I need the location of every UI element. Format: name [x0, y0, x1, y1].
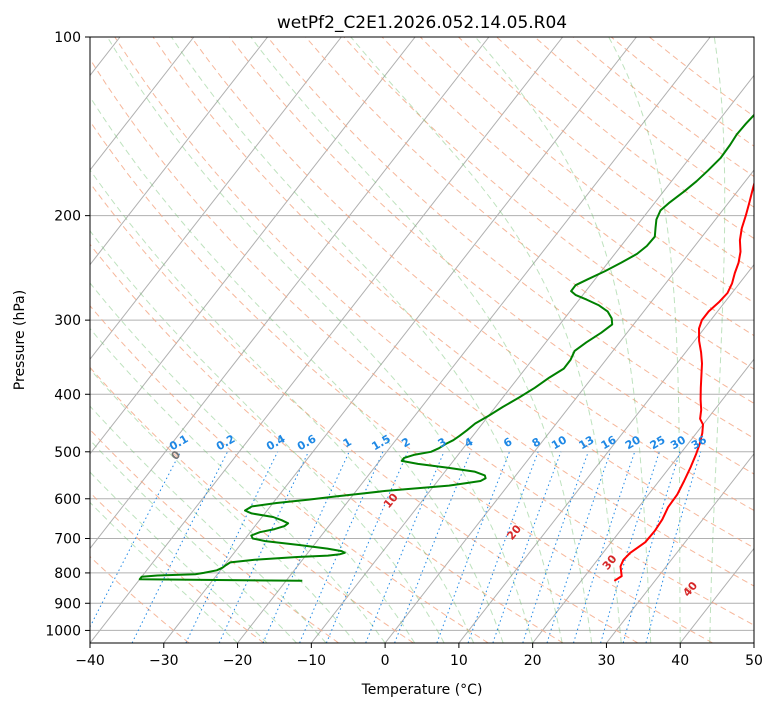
isotherm-line	[384, 169, 754, 643]
y-tick-label: 800	[54, 566, 81, 582]
mixing-ratio-line	[600, 451, 660, 643]
mixing-ratio-line	[522, 451, 589, 643]
x-axis-title: Temperature (°C)	[361, 682, 483, 698]
dry-adiabat-line	[90, 243, 564, 643]
y-ticks: 100 200 300 400 500 600 700 800 900 1000	[45, 30, 90, 639]
y-tick-label: 100	[54, 30, 81, 46]
mixing-ratio-line	[573, 451, 636, 643]
mixing-ratio-line	[546, 451, 611, 643]
moist-adiabat-line	[608, 37, 681, 643]
moist-adiabat-line	[90, 169, 475, 643]
temperature-profile-line	[613, 180, 754, 582]
isotherm-line	[532, 358, 754, 643]
isotherm-line	[90, 37, 342, 361]
isotherm-line	[90, 37, 490, 550]
reference-lines-layer	[90, 37, 754, 643]
grid-layer	[90, 37, 754, 643]
mixing-ratio-line	[185, 451, 279, 643]
mixing-ratio-line	[436, 451, 510, 643]
moist-adiabat-line	[250, 37, 593, 643]
x-tick-label: 50	[745, 653, 763, 669]
dry-adiabat-line	[90, 58, 754, 626]
series-layer	[138, 113, 754, 582]
dry-adiabat-line	[343, 37, 754, 370]
chart-title: wetPf2_C2E1.2026.052.14.05.R04	[277, 13, 567, 33]
dry-adiabat-line	[419, 37, 754, 304]
x-tick-label: −20	[223, 653, 253, 669]
isotherm-line	[163, 37, 637, 643]
dry-adiabat-line	[90, 120, 713, 643]
moist-adiabat-line	[474, 37, 652, 643]
y-tick-label: 600	[54, 492, 81, 508]
isotherm-line	[90, 37, 416, 455]
isotherm-line	[90, 37, 268, 266]
dry-adiabat-line	[114, 37, 754, 587]
dry-adiabat-line	[190, 37, 754, 512]
moist-adiabat-line	[350, 37, 622, 643]
moist-adiabat-line	[709, 37, 726, 643]
moist-adiabat-line	[106, 37, 534, 643]
x-ticks: −40 −30 −20 −10 0 10 20 30 40 50	[75, 643, 763, 669]
y-tick-label: 300	[54, 313, 81, 329]
x-tick-label: 0	[381, 653, 390, 669]
mixing-ratio-line	[394, 451, 472, 643]
x-tick-label: −10	[297, 653, 327, 669]
y-tick-label: 400	[54, 387, 81, 403]
isotherm-line	[237, 37, 711, 643]
x-tick-label: −40	[75, 653, 105, 669]
x-tick-label: 20	[524, 653, 542, 669]
y-tick-label: 1000	[45, 623, 81, 639]
mixing-ratio-line	[622, 451, 681, 643]
x-tick-label: −30	[149, 653, 179, 669]
y-tick-label: 900	[54, 596, 81, 612]
dry-adiabat-line	[152, 37, 754, 549]
dry-adiabat-line	[381, 37, 754, 337]
moist-adiabat-line	[90, 405, 327, 643]
moist-adiabat-line	[90, 501, 238, 643]
isotherm-line	[90, 37, 564, 643]
isotherm-line	[458, 263, 754, 643]
dry-adiabat-line	[90, 366, 414, 643]
dewpoint-profile-line	[138, 113, 754, 582]
dry-adiabat-line	[90, 555, 190, 643]
plot-frame	[89, 36, 755, 644]
moist-adiabat-line	[90, 439, 297, 643]
mixing-ratio-line	[262, 451, 350, 643]
mixing-ratio-line	[218, 451, 309, 643]
mixing-ratio-line	[645, 451, 702, 643]
y-axis-title: Pressure (hPa)	[12, 290, 28, 390]
x-tick-label: 30	[598, 653, 616, 669]
moist-adiabat-line	[170, 37, 563, 643]
y-tick-label: 500	[54, 445, 81, 461]
isotherm-line	[90, 37, 195, 171]
dry-adiabat-line	[228, 37, 754, 475]
moist-adiabat-line	[90, 368, 356, 643]
dry-adiabat-line	[90, 182, 639, 643]
x-tick-label: 40	[671, 653, 689, 669]
moist-adiabat-line	[90, 282, 416, 643]
y-tick-label: 700	[54, 532, 81, 548]
isotherm-line	[606, 453, 754, 643]
moist-adiabat-line	[90, 327, 386, 643]
x-tick-label: 10	[450, 653, 468, 669]
isotherm-line	[310, 74, 754, 643]
moist-adiabat-line	[90, 471, 268, 643]
moist-adiabat-line	[90, 230, 445, 643]
dry-adiabat-line	[90, 305, 489, 643]
y-tick-label: 200	[54, 209, 81, 225]
